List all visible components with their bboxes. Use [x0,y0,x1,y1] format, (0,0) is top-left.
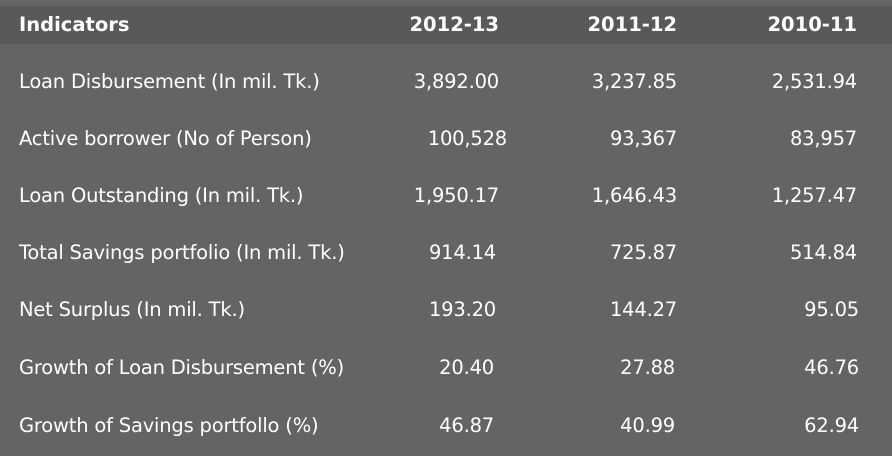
row-value-2010-11: 514.84 [789,241,857,264]
table-header-row: Indicators 2012-13 2011-12 2010-11 [0,6,892,44]
row-label: Loan Disbursement (In mil. Tk.) [19,70,320,93]
row-value-2010-11: 46.76 [804,356,859,379]
table-row: Growth of Loan Disbursement (%) 20.40 27… [0,349,892,387]
row-label: Loan Outstanding (In mil. Tk.) [19,184,304,207]
table-row: Total Savings portfolio (In mil. Tk.) 91… [0,234,892,272]
row-value-2010-11: 95.05 [804,298,859,321]
row-value-2010-11: 62.94 [804,414,859,437]
row-label: Total Savings portfolio (In mil. Tk.) [19,241,345,264]
row-value-2012-13: 3,892.00 [413,70,499,93]
row-value-2012-13: 20.40 [439,356,494,379]
row-value-2012-13: 1,950.17 [413,184,499,207]
row-value-2011-12: 40.99 [620,414,675,437]
row-value-2011-12: 1,646.43 [591,184,677,207]
row-label: Growth of Savings portfollo (%) [19,414,319,437]
table-row: Loan Outstanding (In mil. Tk.) 1,950.17 … [0,177,892,215]
header-2012-13: 2012-13 [409,13,499,36]
row-value-2011-12: 725.87 [609,241,677,264]
header-indicators: Indicators [19,13,130,36]
row-value-2010-11: 1,257.47 [771,184,857,207]
table-row: Net Surplus (In mil. Tk.) 193.20 144.27 … [0,291,892,329]
row-value-2012-13: 914.14 [428,241,496,264]
row-value-2011-12: 144.27 [609,298,677,321]
row-value-2010-11: 2,531.94 [771,70,857,93]
row-value-2011-12: 93,367 [609,127,677,150]
row-label: Active borrower (No of Person) [19,127,312,150]
row-value-2011-12: 27.88 [620,356,675,379]
row-label: Growth of Loan Disbursement (%) [19,356,344,379]
row-value-2010-11: 83,957 [789,127,857,150]
table-row: Loan Disbursement (In mil. Tk.) 3,892.00… [0,63,892,101]
row-value-2011-12: 3,237.85 [591,70,677,93]
table-row: Growth of Savings portfollo (%) 46.87 40… [0,407,892,445]
header-2010-11: 2010-11 [767,13,857,36]
header-2011-12: 2011-12 [587,13,677,36]
table-row: Active borrower (No of Person) 100,528 9… [0,120,892,158]
row-label: Net Surplus (In mil. Tk.) [19,298,245,321]
row-value-2012-13: 193.20 [428,298,496,321]
row-value-2012-13: 100,528 [427,127,507,150]
row-value-2012-13: 46.87 [439,414,494,437]
